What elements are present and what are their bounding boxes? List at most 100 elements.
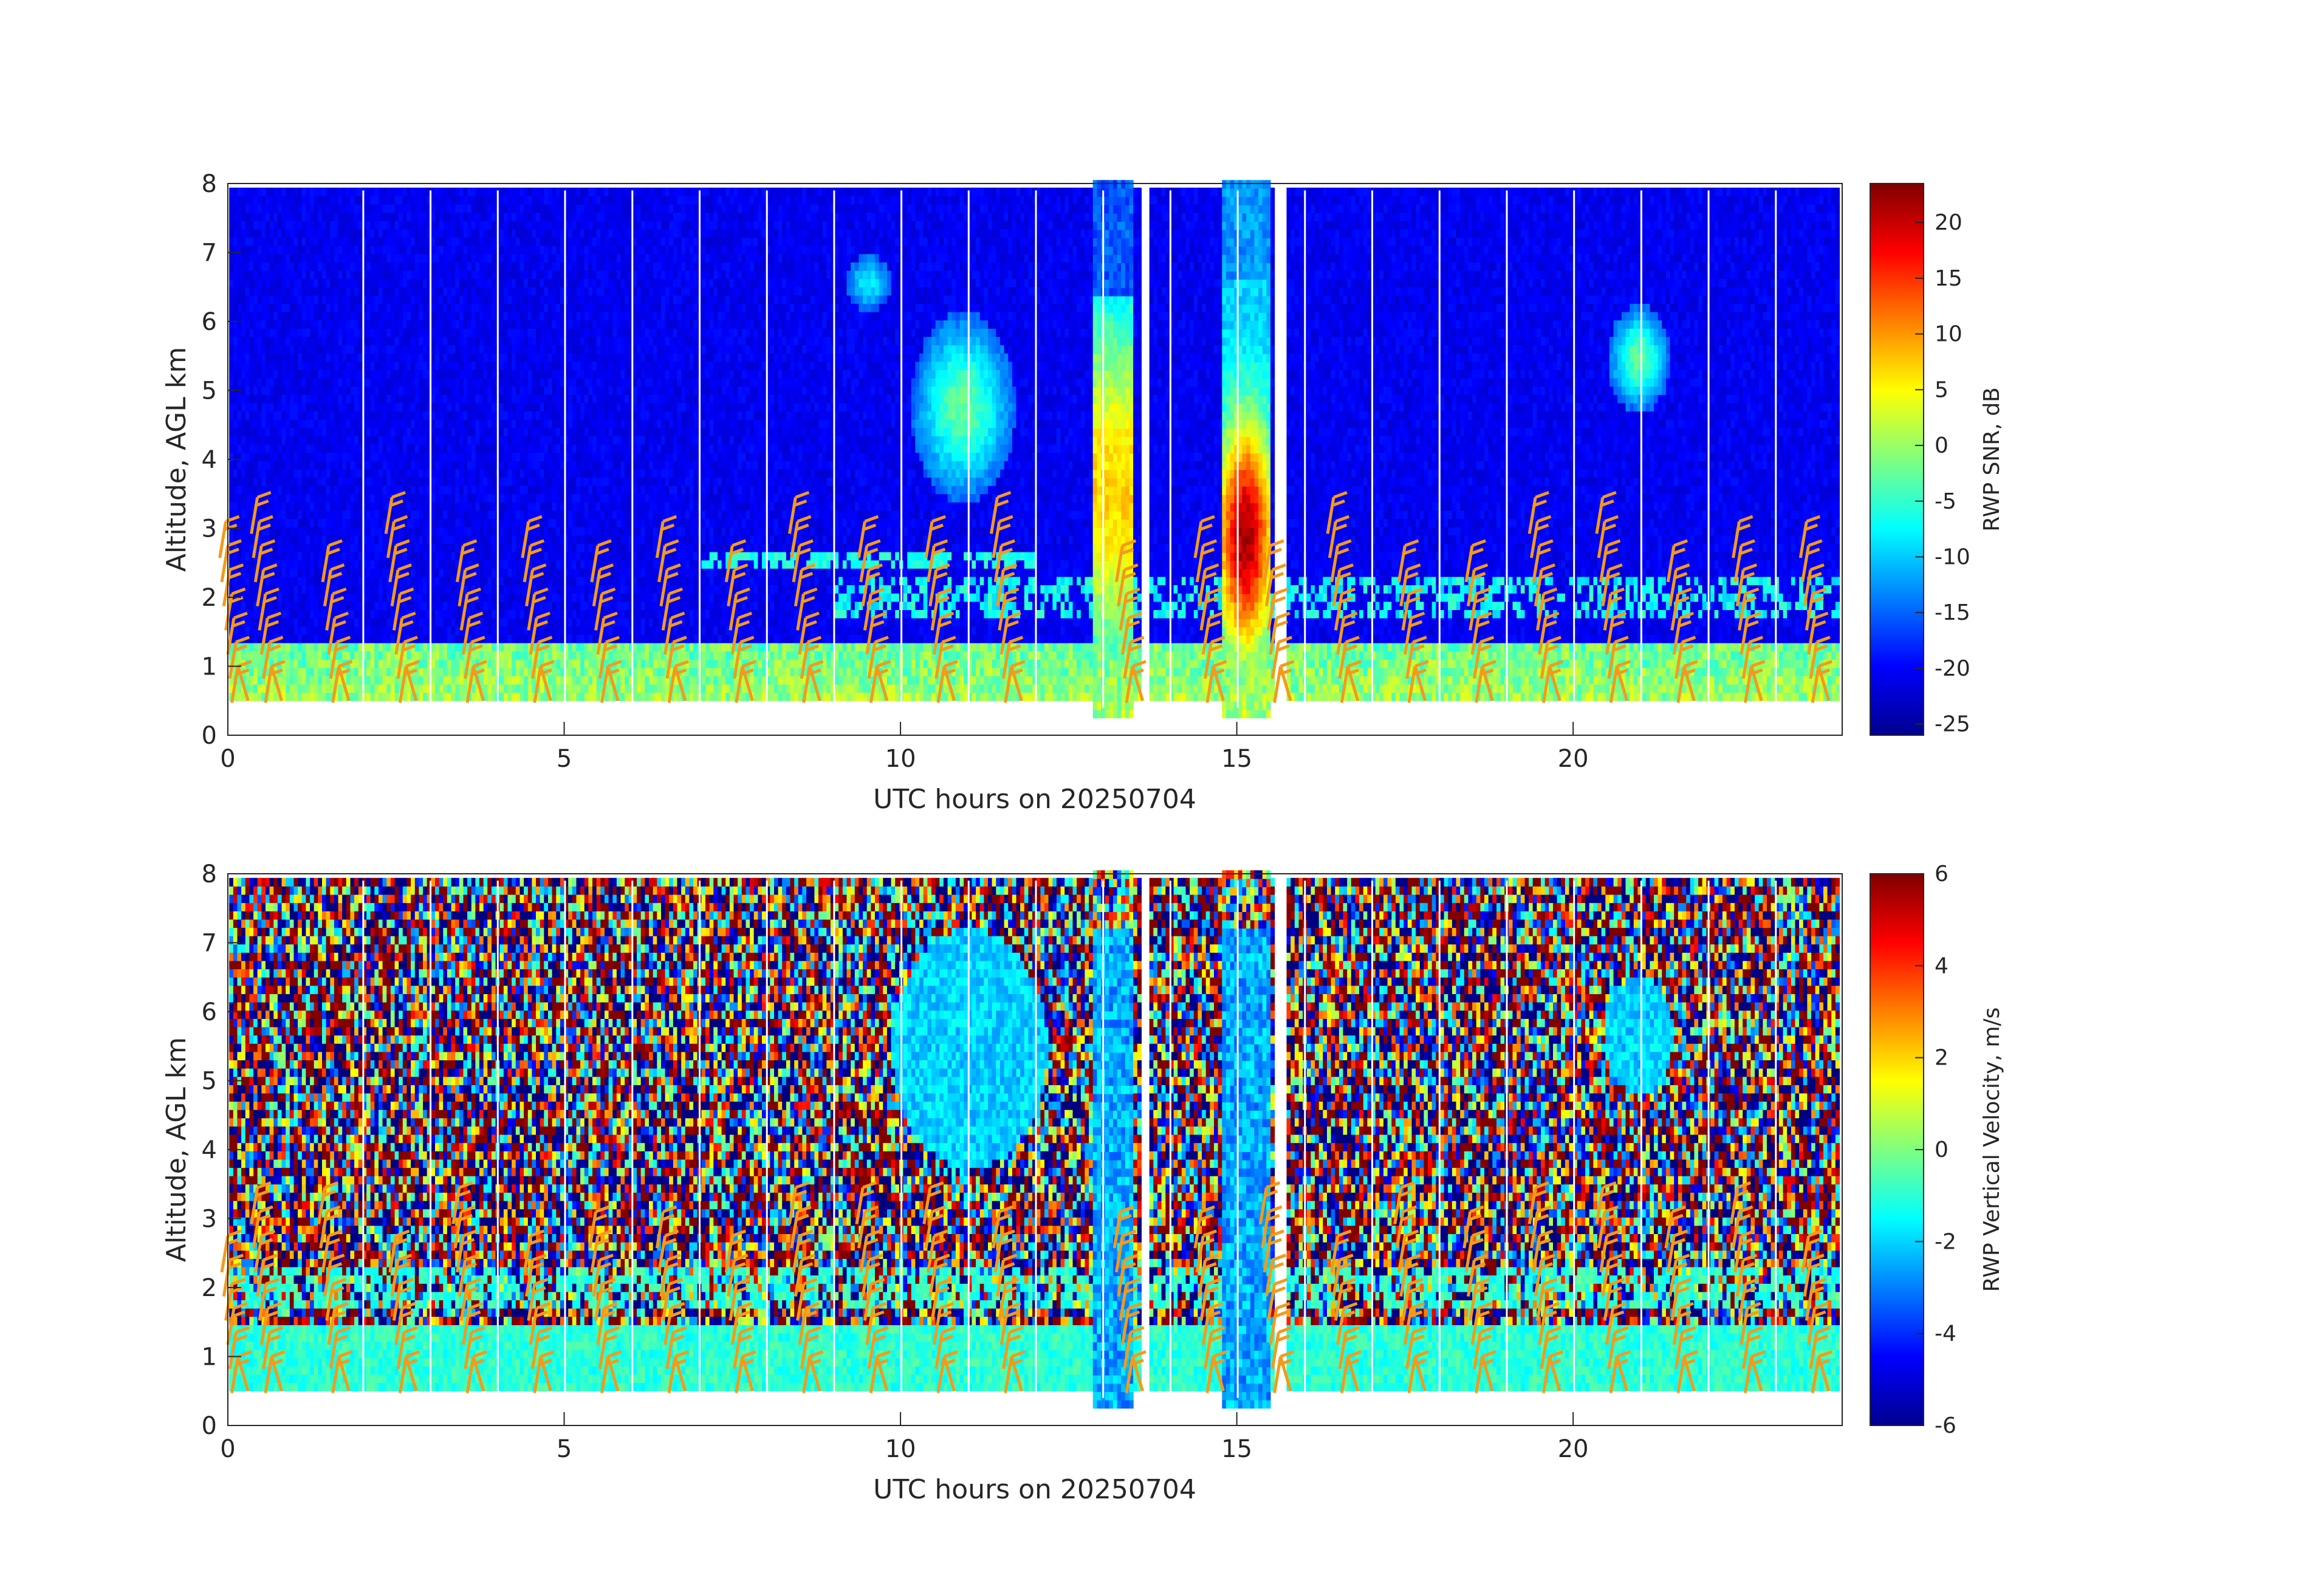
heatmap-cell [334, 428, 338, 436]
heatmap-cell [399, 279, 403, 287]
heatmap-cell [298, 229, 302, 238]
heatmap-cell [286, 676, 290, 684]
heatmap-cell [282, 453, 286, 461]
heatmap-cell [258, 229, 262, 238]
heatmap-cell [318, 204, 322, 213]
heatmap-cell [354, 568, 358, 577]
heatmap-cell [423, 411, 427, 420]
heatmap-cell [419, 668, 423, 676]
heatmap-cell [229, 502, 233, 510]
heatmap-cell [229, 369, 233, 378]
heatmap-cell [282, 651, 286, 660]
heatmap-cell [399, 262, 403, 270]
heatmap-cell [407, 229, 411, 238]
heatmap-cell [318, 287, 322, 295]
heatmap-cell [419, 544, 423, 552]
heatmap-cell [241, 651, 245, 660]
heatmap-cell [249, 386, 253, 395]
heatmap-cell [326, 693, 331, 701]
heatmap-cell [371, 254, 375, 262]
heatmap-cell [403, 188, 407, 196]
heatmap-cell [358, 494, 363, 503]
heatmap-cell [310, 552, 314, 560]
heatmap-cell [403, 494, 407, 503]
heatmap-cell [351, 287, 355, 295]
heatmap-cell [282, 312, 286, 320]
heatmap-cell [278, 461, 282, 469]
heatmap-cell [403, 295, 407, 304]
heatmap-cell [253, 428, 258, 436]
heatmap-cell [354, 535, 358, 544]
heatmap-cell [366, 362, 371, 370]
heatmap-cell [423, 544, 427, 552]
heatmap-cell [322, 535, 326, 544]
heatmap-cell [371, 659, 375, 668]
heatmap-cell [415, 560, 419, 569]
heatmap-cell [286, 651, 290, 660]
heatmap-cell [338, 411, 343, 420]
heatmap-cell [241, 188, 245, 196]
heatmap-cell [238, 444, 242, 453]
heatmap-cell [298, 204, 302, 213]
heatmap-cell [399, 394, 403, 403]
heatmap-cell [249, 196, 253, 204]
heatmap-cell [395, 510, 399, 519]
heatmap-cell [391, 353, 395, 362]
heatmap-cell [241, 577, 245, 585]
heatmap-cell [395, 204, 399, 213]
heatmap-cell [229, 254, 233, 262]
heatmap-cell [229, 403, 233, 411]
heatmap-cell [233, 345, 238, 354]
heatmap-cell [229, 213, 233, 221]
heatmap-cell [366, 444, 371, 453]
heatmap-cell [366, 411, 371, 420]
heatmap-cell [229, 279, 233, 287]
heatmap-cell [351, 213, 355, 221]
heatmap-cell [298, 362, 302, 370]
heatmap-cell [238, 436, 242, 444]
heatmap-cell [294, 320, 298, 329]
heatmap-cell [249, 577, 253, 585]
heatmap-cell [270, 478, 274, 486]
heatmap-cell [415, 295, 419, 304]
heatmap-cell [233, 254, 238, 262]
heatmap-cell [266, 453, 270, 461]
heatmap-cell [290, 609, 294, 618]
heatmap-cell [294, 510, 298, 519]
heatmap-cell [302, 279, 306, 287]
heatmap-cell [399, 436, 403, 444]
heatmap-cell [278, 419, 282, 428]
heatmap-cell [229, 353, 233, 362]
heatmap-cell [334, 337, 338, 345]
heatmap-cell [229, 204, 233, 213]
heatmap-cell [358, 221, 363, 229]
heatmap-cell [273, 188, 278, 196]
heatmap-cell [273, 651, 278, 660]
heatmap-cell [411, 295, 415, 304]
heatmap-cell [354, 254, 358, 262]
heatmap-cell [366, 634, 371, 643]
heatmap-cell [354, 609, 358, 618]
heatmap-cell [395, 312, 399, 320]
heatmap-cell [423, 626, 427, 635]
heatmap-cell [342, 196, 346, 204]
heatmap-cell [374, 568, 379, 577]
heatmap-cell [258, 469, 262, 478]
heatmap-cell [306, 485, 310, 494]
heatmap-cell [379, 602, 383, 610]
heatmap-cell [379, 353, 383, 362]
heatmap-cell [374, 676, 379, 684]
heatmap-cell [326, 345, 331, 354]
heatmap-cell [270, 320, 274, 329]
heatmap-cell [278, 320, 282, 329]
heatmap-cell [270, 229, 274, 238]
heatmap-cell [407, 453, 411, 461]
heatmap-cell [354, 188, 358, 196]
heatmap-cell [270, 527, 274, 535]
heatmap-cell [241, 304, 245, 312]
heatmap-cell [374, 378, 379, 386]
heatmap-cell [395, 279, 399, 287]
heatmap-cell [233, 238, 238, 246]
heatmap-cell [302, 560, 306, 569]
heatmap-cell [290, 403, 294, 411]
